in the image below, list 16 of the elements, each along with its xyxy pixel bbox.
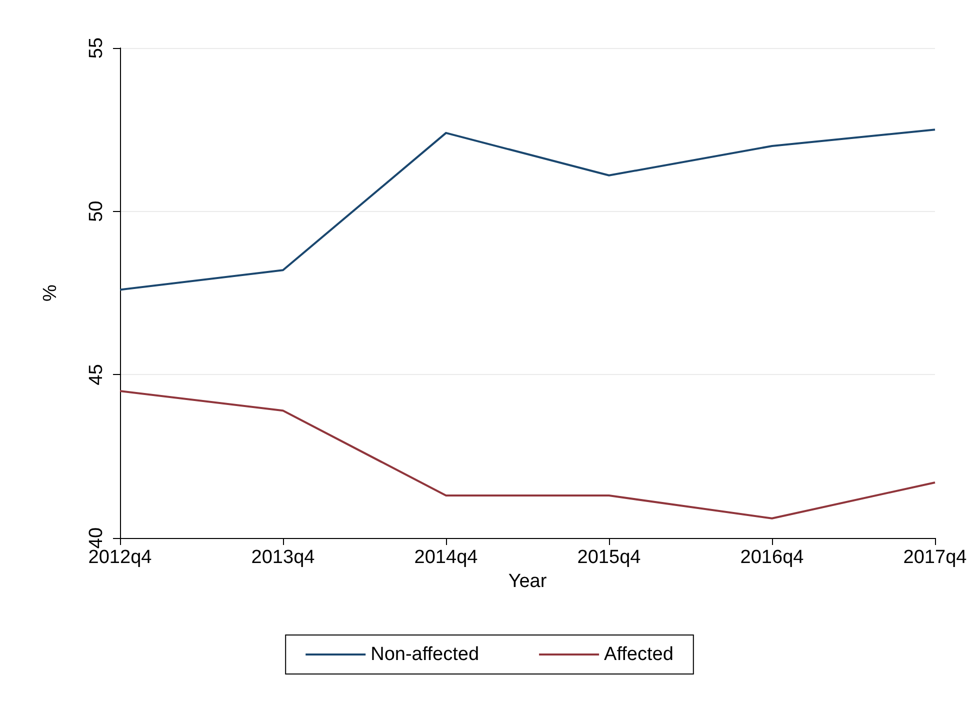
legend-label: Non-affected (370, 644, 480, 665)
x-tick-label: 2012q4 (88, 547, 152, 568)
x-axis-title: Year (508, 570, 548, 592)
y-axis-title: % (40, 284, 61, 302)
y-tick-label: 45 (86, 364, 107, 386)
x-tick-label: 2013q4 (251, 547, 316, 568)
line-series (119, 390, 936, 520)
x-tick-label: 2015q4 (577, 547, 642, 568)
x-tick-label: 2016q4 (740, 547, 804, 568)
y-tick-label: 40 (86, 527, 107, 549)
x-tick-label: 2014q4 (414, 547, 478, 568)
x-tick-label: 2017q4 (903, 547, 968, 568)
legend-label: Affected (604, 644, 674, 665)
line-series (119, 128, 936, 291)
y-tick-label: 55 (86, 37, 107, 59)
y-tick-label: 50 (86, 200, 107, 222)
